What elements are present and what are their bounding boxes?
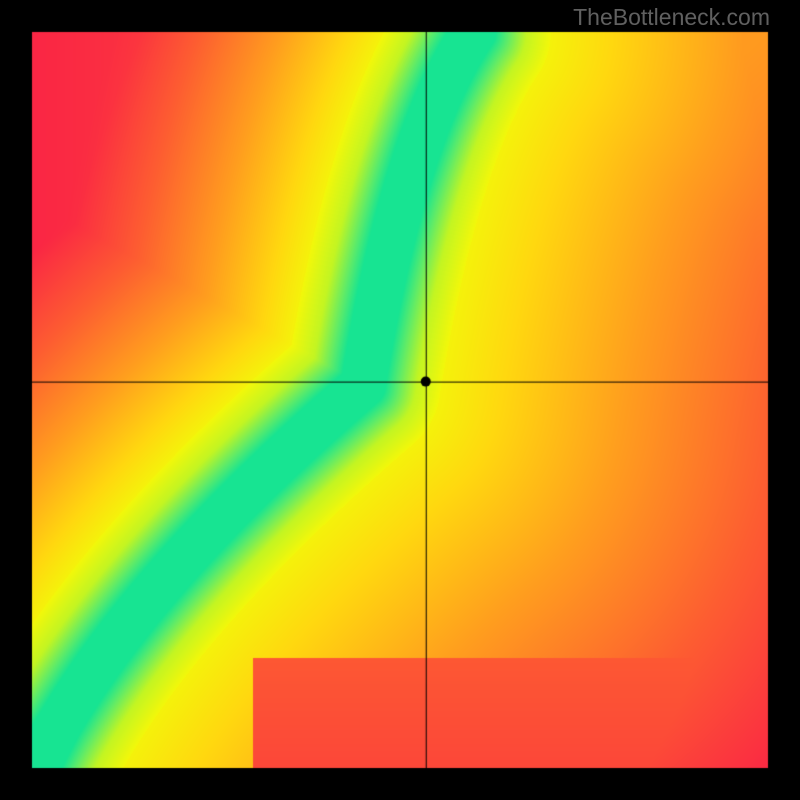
bottleneck-heatmap xyxy=(0,0,800,800)
watermark-text: TheBottleneck.com xyxy=(573,4,770,31)
